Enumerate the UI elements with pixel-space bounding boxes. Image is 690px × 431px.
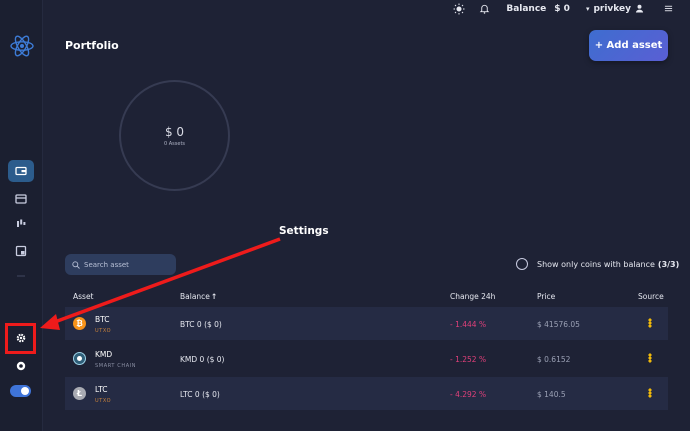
sidebar-item-dex[interactable] xyxy=(8,213,34,235)
asset-balance: BTC 0 ($ 0) xyxy=(180,320,222,329)
asset-chain: UTXO xyxy=(95,328,112,334)
binance-icon xyxy=(648,388,652,398)
gear-icon xyxy=(16,333,26,343)
asset-chain: UTXO xyxy=(95,398,112,404)
filter-count: (3/3) xyxy=(657,259,680,269)
sidebar xyxy=(0,0,43,431)
add-asset-label: + Add asset xyxy=(594,40,663,51)
address-book-icon xyxy=(15,245,27,257)
filter-radio[interactable] xyxy=(516,258,528,270)
page-title: Portfolio xyxy=(65,39,119,52)
table-row[interactable]: Ł LTC UTXO LTC 0 ($ 0) - 4.292 % $ 140.5 xyxy=(65,377,668,410)
menu-icon[interactable] xyxy=(664,4,673,13)
search-icon xyxy=(72,261,80,269)
asset-change: - 4.292 % xyxy=(450,390,487,399)
header-price[interactable]: Price xyxy=(537,292,556,301)
header-change[interactable]: Change 24h xyxy=(450,292,496,301)
sidebar-item-address-book[interactable] xyxy=(8,240,34,262)
top-bar: Balance $ 0 ▾ privkey xyxy=(453,0,690,17)
candles-icon xyxy=(17,219,26,227)
sidebar-item-settings[interactable] xyxy=(8,327,34,349)
annotation-highlight-box xyxy=(5,323,36,354)
card-icon xyxy=(15,194,27,204)
portfolio-total: $ 0 xyxy=(164,124,185,139)
sidebar-item-portfolio[interactable] xyxy=(8,160,34,182)
asset-change: - 1.252 % xyxy=(450,355,487,364)
sidebar-item-support[interactable] xyxy=(8,355,34,377)
wallet-icon xyxy=(15,166,27,176)
asset-price: $ 140.5 xyxy=(537,390,566,399)
litecoin-icon: Ł xyxy=(73,387,86,400)
annotation-label: Settings xyxy=(279,225,329,237)
placeholder-icon xyxy=(17,275,25,277)
komodo-icon xyxy=(73,352,86,365)
sidebar-item-wallet[interactable] xyxy=(8,188,34,210)
sun-icon[interactable] xyxy=(453,3,465,15)
bitcoin-icon: ₿ xyxy=(73,317,86,330)
atom-logo-icon xyxy=(10,35,34,57)
support-icon xyxy=(16,361,26,371)
header-source[interactable]: Source xyxy=(638,292,664,301)
theme-toggle[interactable] xyxy=(10,385,31,397)
user-icon xyxy=(635,4,644,13)
filter-label: Show only coins with balance xyxy=(537,259,655,269)
asset-balance: KMD 0 ($ 0) xyxy=(180,355,225,364)
asset-price: $ 0.6152 xyxy=(537,355,571,364)
asset-symbol: KMD xyxy=(95,350,113,359)
user-name: privkey xyxy=(593,3,631,14)
balance-filter-toggle[interactable]: Show only coins with balance (3/3) xyxy=(516,258,679,270)
table-row[interactable]: ₿ BTC UTXO BTC 0 ($ 0) - 1.444 % $ 41576… xyxy=(65,307,668,340)
header-asset[interactable]: Asset xyxy=(73,292,94,301)
sidebar-item-disabled xyxy=(8,265,34,287)
asset-symbol: LTC xyxy=(95,385,108,394)
portfolio-assets-count: 0 Assets xyxy=(163,140,186,147)
table-row[interactable]: KMD SMART CHAIN KMD 0 ($ 0) - 1.252 % $ … xyxy=(65,342,668,375)
chevron-down-icon: ▾ xyxy=(585,4,590,13)
user-menu[interactable]: ▾ privkey xyxy=(586,4,644,14)
search-input[interactable] xyxy=(65,254,176,275)
balance-value: $ 0 xyxy=(554,3,570,14)
asset-change: - 1.444 % xyxy=(450,320,487,329)
bell-icon[interactable] xyxy=(479,3,490,14)
asset-price: $ 41576.05 xyxy=(537,320,580,329)
balance-label: Balance xyxy=(506,3,547,14)
header-balance[interactable]: Balance xyxy=(180,292,210,301)
sort-arrow-icon[interactable]: ↑ xyxy=(211,292,218,301)
portfolio-donut: $ 0 0 Assets xyxy=(119,80,230,191)
binance-icon xyxy=(648,353,652,363)
binance-icon xyxy=(648,318,652,328)
add-asset-button[interactable]: + Add asset xyxy=(589,30,668,61)
asset-chain: SMART CHAIN xyxy=(95,363,137,369)
asset-balance: LTC 0 ($ 0) xyxy=(180,390,220,399)
asset-symbol: BTC xyxy=(95,315,110,324)
